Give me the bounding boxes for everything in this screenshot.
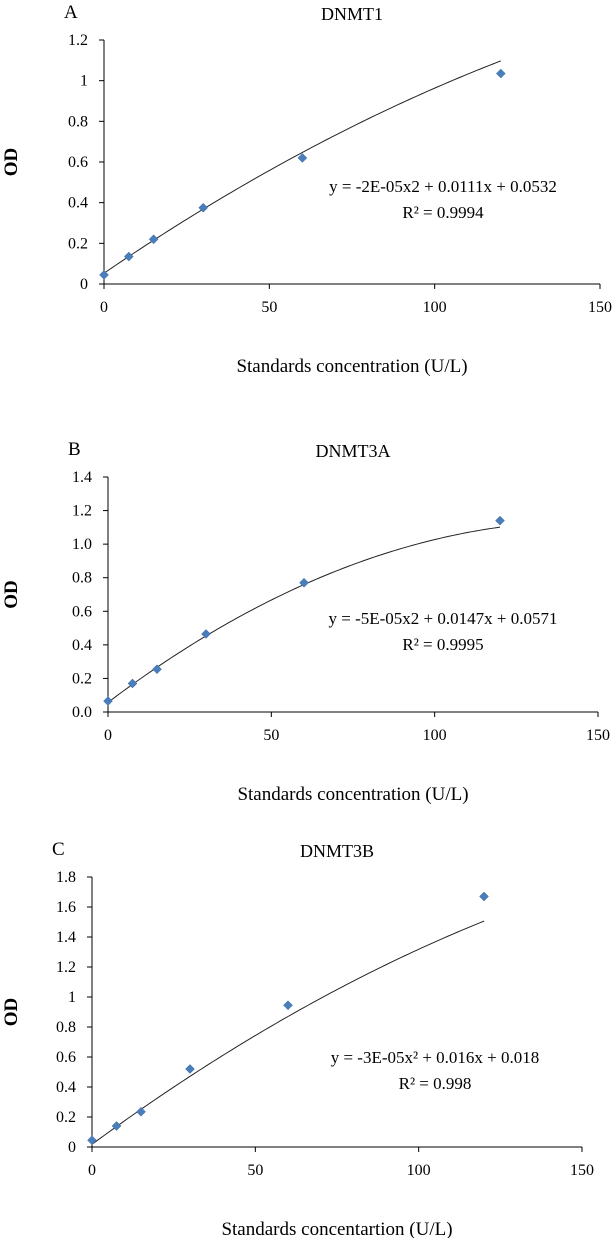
x-tick-label: 0 — [104, 727, 112, 744]
chart-title: DNMT3A — [316, 441, 391, 461]
y-axis-label: OD — [1, 148, 22, 177]
trendline-equation: y = -3E-05x² + 0.016x + 0.018 — [331, 1048, 540, 1067]
x-tick-label: 100 — [407, 1162, 431, 1179]
data-point — [152, 664, 162, 675]
y-tick-label: 0.6 — [72, 603, 92, 620]
data-point — [99, 269, 109, 280]
y-tick-label: 0.4 — [68, 195, 88, 212]
y-tick-label: 0.6 — [56, 1049, 76, 1066]
y-tick-label: 1.0 — [72, 536, 92, 553]
y-tick-label: 0.8 — [72, 570, 92, 587]
trendline-equation: y = -2E-05x2 + 0.0111x + 0.0532 — [329, 177, 557, 196]
y-tick-label: 0 — [68, 1139, 76, 1156]
y-tick-label: 1.4 — [72, 469, 92, 486]
y-tick-label: 0.2 — [68, 235, 88, 252]
x-tick-label: 150 — [570, 1162, 594, 1179]
data-point — [148, 234, 159, 245]
y-tick-label: 1 — [68, 989, 76, 1006]
panel-label: C — [52, 839, 65, 860]
y-tick-label: 0 — [80, 276, 88, 293]
y-tick-label: 1.4 — [56, 929, 76, 946]
data-point — [297, 153, 308, 163]
y-tick-label: 0.6 — [68, 154, 88, 171]
y-tick-label: 0.2 — [72, 670, 92, 687]
data-point — [127, 678, 138, 689]
y-axis-label: OD — [1, 580, 22, 609]
y-tick-label: 1.8 — [56, 869, 76, 886]
r-squared-label: R² = 0.9995 — [402, 635, 483, 654]
chart-panel-A: A DNMT1 0 0.2 0.4 0.6 0.8 1 1.2 0 50 100 150 Standard… — [1, 2, 612, 377]
y-tick-label: 1.2 — [68, 32, 88, 49]
trendline-equation: y = -5E-05x2 + 0.0147x + 0.0571 — [329, 609, 558, 628]
y-tick-label: 0.8 — [68, 113, 88, 130]
x-tick-label: 150 — [586, 727, 610, 744]
data-point — [201, 629, 211, 639]
data-point — [299, 577, 309, 588]
data-point — [185, 1064, 195, 1074]
y-tick-label: 0.4 — [56, 1079, 76, 1096]
x-tick-label: 150 — [588, 299, 612, 316]
y-tick-label: 0.2 — [56, 1109, 76, 1126]
x-tick-label: 100 — [423, 299, 447, 316]
x-tick-label: 50 — [247, 1162, 263, 1179]
data-point — [283, 1000, 293, 1011]
data-point — [87, 1135, 97, 1146]
x-tick-label: 100 — [423, 727, 447, 744]
chart-panel-C: C DNMT3B 0 0.2 0.4 0.6 0.8 1 1.2 1.4 1.6 1.8 0 50 100 1… — [1, 839, 594, 1238]
chart-title: DNMT1 — [321, 4, 383, 24]
y-tick-label: 1.2 — [72, 503, 92, 520]
panel-label: B — [68, 439, 81, 460]
x-axis-label: Standards concentration (U/L) — [237, 784, 468, 805]
data-point — [495, 515, 505, 526]
data-point — [103, 696, 113, 706]
data-point — [198, 202, 209, 213]
x-tick-label: 0 — [100, 299, 108, 316]
y-tick-label: 0.8 — [56, 1019, 76, 1036]
x-axis-label: Standards concentartion (U/L) — [221, 1219, 452, 1238]
data-point — [495, 68, 506, 79]
y-tick-label: 1.6 — [56, 899, 76, 916]
panel-label: A — [64, 2, 78, 23]
data-point — [479, 891, 489, 902]
y-tick-label: 0.0 — [72, 704, 92, 721]
chart-title: DNMT3B — [300, 841, 374, 861]
y-tick-label: 1 — [80, 73, 88, 90]
x-axis-label: Standards concentration (U/L) — [236, 356, 467, 377]
y-tick-label: 0.4 — [72, 637, 92, 654]
trendline — [91, 920, 485, 1145]
y-tick-label: 1.2 — [56, 959, 76, 976]
trendline — [103, 60, 501, 274]
data-point — [136, 1106, 146, 1117]
data-point — [123, 251, 134, 262]
x-tick-label: 0 — [88, 1162, 96, 1179]
y-axis-label: OD — [1, 998, 22, 1027]
r-squared-label: R² = 0.998 — [399, 1074, 472, 1093]
r-squared-label: R² = 0.9994 — [402, 203, 484, 222]
data-point — [111, 1121, 122, 1131]
x-tick-label: 50 — [261, 299, 277, 316]
x-tick-label: 50 — [263, 727, 279, 744]
chart-panel-B: B DNMT3A 0.0 0.2 0.4 0.6 0.8 1.0 1.2 1.4 0 50 100 150… — [1, 439, 610, 805]
